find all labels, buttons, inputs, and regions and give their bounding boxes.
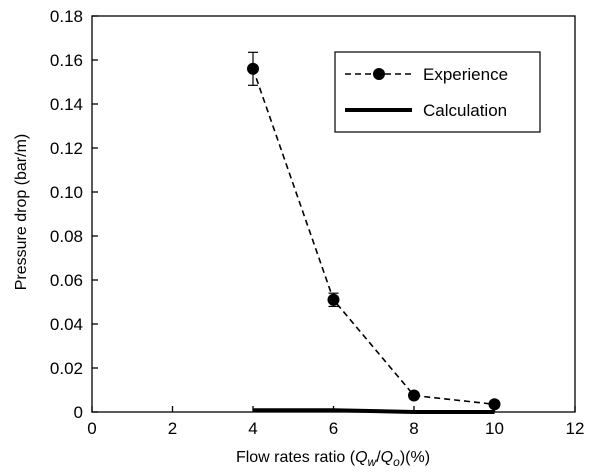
y-tick-label: 0.18 — [50, 7, 83, 26]
x-tick-label: 12 — [566, 419, 585, 438]
axes: 0 2 4 6 8 10 12 0 0.02 0.04 0.06 0.08 0.10 0.12 0.14 0.… — [50, 7, 585, 438]
y-tick-label: 0.14 — [50, 95, 83, 114]
legend-label: Experience — [423, 65, 508, 84]
y-axis-title: Pressure drop (bar/m) — [13, 134, 30, 291]
y-tick-label: 0.12 — [50, 139, 83, 158]
y-tick-label: 0.02 — [50, 359, 83, 378]
x-tick-label: 10 — [485, 419, 504, 438]
x-tick-label: 8 — [409, 419, 418, 438]
legend-box — [334, 51, 541, 133]
series-line-experience — [252, 68, 495, 406]
x-tick-label: 2 — [168, 419, 177, 438]
y-tick-label: 0.10 — [50, 183, 83, 202]
legend-label: Calculation — [423, 101, 507, 120]
data-point-experience — [408, 389, 420, 402]
y-tick-label: 0.04 — [50, 315, 83, 334]
y-tick-label: 0.06 — [50, 271, 83, 290]
legend: Experience Calculation — [334, 51, 541, 133]
y-tick-label: 0 — [74, 403, 83, 422]
series-line-calculation — [253, 408, 495, 414]
data-point-experience — [488, 398, 501, 411]
x-tick-label: 6 — [329, 419, 338, 438]
legend-marker-experience — [373, 68, 385, 80]
data-point-experience — [247, 62, 259, 75]
data-point-experience — [327, 293, 340, 306]
x-axis-title: Flow rates ratio (Qw/Qo)(%) — [236, 449, 430, 469]
y-tick-label: 0.16 — [50, 51, 83, 70]
series-layer — [247, 51, 501, 414]
x-tick-label: 4 — [248, 419, 257, 438]
y-tick-label: 0.08 — [50, 227, 83, 246]
x-tick-label: 0 — [87, 419, 96, 438]
